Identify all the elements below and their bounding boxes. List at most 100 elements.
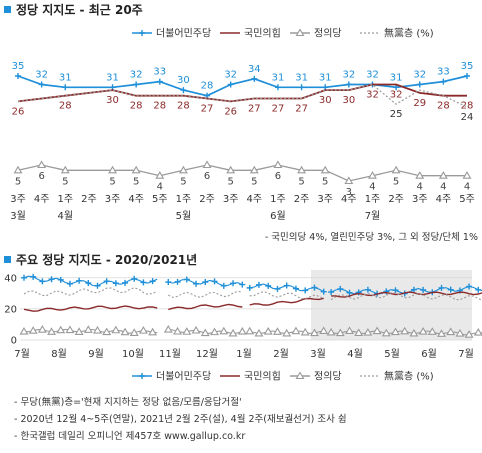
data-label: 5 — [393, 176, 399, 187]
data-point — [178, 165, 188, 174]
chart2-series-정의당 — [19, 325, 482, 338]
chart2-data-point — [372, 326, 382, 335]
chart2-series-line — [330, 292, 482, 301]
data-point — [320, 165, 330, 174]
data-point — [391, 165, 401, 174]
data-label: 32 — [342, 69, 355, 80]
chart2-data-point — [219, 326, 229, 335]
week-tick-label: 1주 — [365, 194, 381, 205]
legend-label-정의당: 정의당 — [314, 28, 342, 40]
week-tick-label: 4주 — [341, 194, 357, 205]
data-label: 31 — [295, 72, 308, 83]
week-tick-label: 4주 — [34, 194, 50, 205]
data-label: 28 — [130, 101, 143, 112]
legend-label--층: 無黨층 (%) — [384, 370, 434, 383]
chart2-data-point — [410, 286, 417, 293]
data-point — [202, 160, 212, 169]
data-label: 27 — [201, 104, 214, 115]
chart2-data-point — [237, 326, 247, 335]
chart2-data-point — [19, 327, 29, 335]
chart2-data-point — [211, 278, 218, 285]
chart2-data-point — [245, 326, 255, 335]
data-point — [15, 73, 21, 79]
chart2-series-line — [168, 303, 243, 311]
data-point — [249, 165, 259, 174]
chart2-data-point — [85, 280, 92, 287]
chart2-data-point — [363, 328, 373, 336]
chart2-data-point — [193, 280, 200, 287]
data-label: 32 — [224, 69, 237, 80]
data-label: 28 — [437, 101, 450, 112]
chart2-series--층 — [23, 287, 482, 301]
chart2-data-point — [57, 276, 64, 283]
chart2-data-point — [311, 284, 318, 291]
chart2-data-point — [265, 282, 272, 289]
data-point — [133, 81, 140, 88]
chart2-data-point — [129, 328, 139, 336]
section-bullet-2 — [4, 256, 11, 263]
legend-label-더불어민주당: 더불어민주당 — [156, 28, 211, 40]
chart2-data-point — [381, 328, 391, 337]
data-label: 30 — [342, 95, 355, 106]
chart2-data-point — [420, 286, 427, 293]
chart2-data-point — [163, 325, 173, 333]
chart2-data-point — [30, 273, 37, 280]
legend-label--층: 無黨층 (%) — [384, 27, 434, 40]
data-label: 35 — [461, 61, 474, 72]
chart2-data-point — [335, 328, 345, 337]
chart2-data-point — [112, 280, 119, 287]
week-tick-label: 5주 — [459, 194, 475, 205]
week-tick-label: 3주 — [105, 194, 121, 205]
chart2-series-국민의힘 — [23, 291, 482, 312]
chart2-data-point — [409, 328, 419, 337]
chart2-data-point — [475, 286, 482, 293]
data-label: 27 — [248, 104, 261, 115]
data-label: 5 — [133, 176, 139, 187]
data-label: 31 — [106, 72, 119, 83]
data-label: 29 — [413, 98, 426, 109]
month-tick-label: 6월 — [270, 210, 286, 222]
chart2-data-point — [473, 327, 482, 336]
chart2-data-point — [346, 289, 353, 296]
chart2-month-tick-label: 4월 — [347, 348, 363, 360]
chart2-data-point — [337, 285, 344, 292]
data-label: 28 — [201, 81, 214, 92]
legend-marker-triangle — [295, 371, 305, 380]
chart2-month-tick-label: 7월 — [14, 348, 30, 360]
legend-label-국민의힘: 국민의힘 — [244, 371, 281, 383]
week-tick-label: 5주 — [152, 194, 168, 205]
chart2-data-point — [148, 327, 158, 336]
chart2-data-point — [447, 286, 454, 293]
data-point — [345, 81, 352, 88]
legend-item-국민의힘: 국민의힘 — [220, 371, 281, 383]
chart2-data-point — [455, 328, 465, 337]
data-point — [155, 171, 165, 179]
chart2-month-tick-label: 2월 — [273, 348, 289, 360]
chart1-legend: 더불어민주당 국민의힘 정의당 無黨층 (%) — [132, 27, 434, 40]
chart2-month-tick-label: 10월 — [122, 348, 144, 360]
chart2-series-더불어민주당 — [21, 273, 482, 297]
chart2-data-point — [48, 276, 55, 283]
legend-item-국민의힘: 국민의힘 — [220, 28, 281, 40]
data-point — [464, 73, 470, 79]
data-point — [462, 171, 472, 179]
data-label: 31 — [272, 72, 285, 83]
data-point — [227, 81, 234, 88]
week-tick-label: 4주 — [128, 194, 144, 205]
chart2-data-point — [309, 328, 319, 337]
legend-item-정의당: 정의당 — [290, 28, 342, 40]
chart2-data-point — [464, 330, 474, 338]
data-label: 5 — [15, 176, 21, 187]
chart2-legend: 더불어민주당 국민의힘 정의당 無黨층 (%) — [132, 370, 434, 383]
note-line-1: - 무당(無黨)층='현재 지지하는 정당 없음/모름/응답거절' — [14, 396, 242, 408]
chart2-data-point — [364, 286, 371, 293]
chart2-data-point — [220, 282, 227, 289]
data-label: 6 — [38, 171, 44, 182]
chart2-month-tick-label: 9월 — [88, 348, 104, 360]
chart1-footnote: - 국민의당 4%, 열린민주당 3%, 그 외 정당/단체 1% — [265, 231, 478, 243]
chart2-data-point — [391, 327, 400, 336]
data-point — [156, 78, 163, 85]
data-label: 34 — [248, 64, 261, 75]
